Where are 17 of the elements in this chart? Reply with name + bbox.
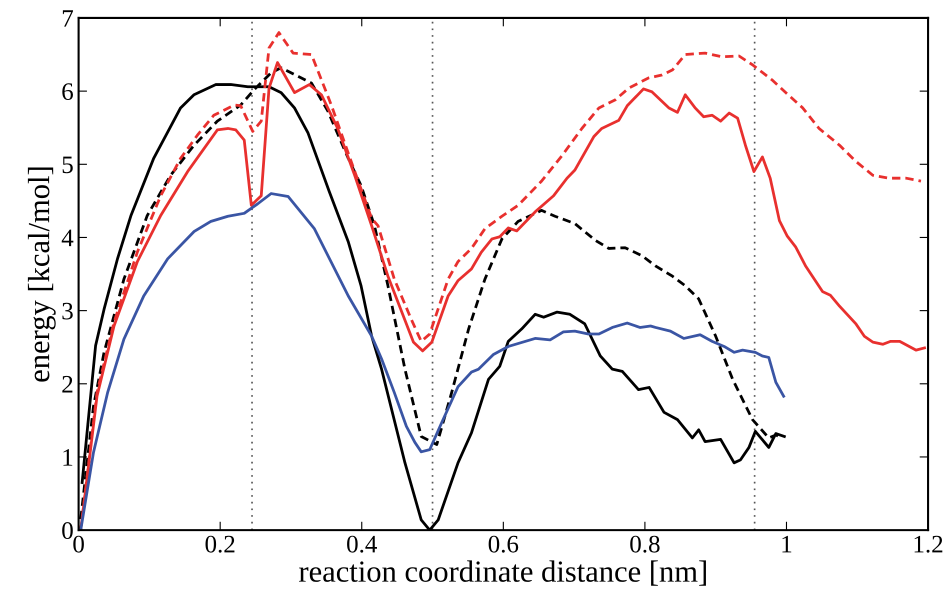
y-tick-label: 7	[62, 10, 74, 27]
line-series	[79, 192, 786, 530]
x-tick-label: 1.2	[914, 536, 942, 553]
y-tick-label: 3	[62, 302, 73, 320]
y-tick-label: 5	[62, 156, 73, 174]
y-tick-label: 6	[62, 83, 73, 100]
x-tick-label: 0.4	[347, 536, 377, 553]
x-axis-title: reaction coordinate distance [nm]	[299, 560, 706, 586]
y-axis-title: energy [kcal/mol]	[28, 168, 56, 382]
y-tick-label: 0	[62, 522, 73, 540]
x-tick-label: 0.8	[630, 536, 660, 553]
x-tick-label: 0.2	[206, 536, 234, 553]
x-tick-label: 0.6	[488, 536, 518, 553]
y-tick-label: 2	[62, 376, 72, 392]
y-tick-label: 1	[63, 449, 72, 466]
x-tick-label: 1	[782, 536, 792, 552]
y-tick-label: 4	[62, 230, 74, 246]
